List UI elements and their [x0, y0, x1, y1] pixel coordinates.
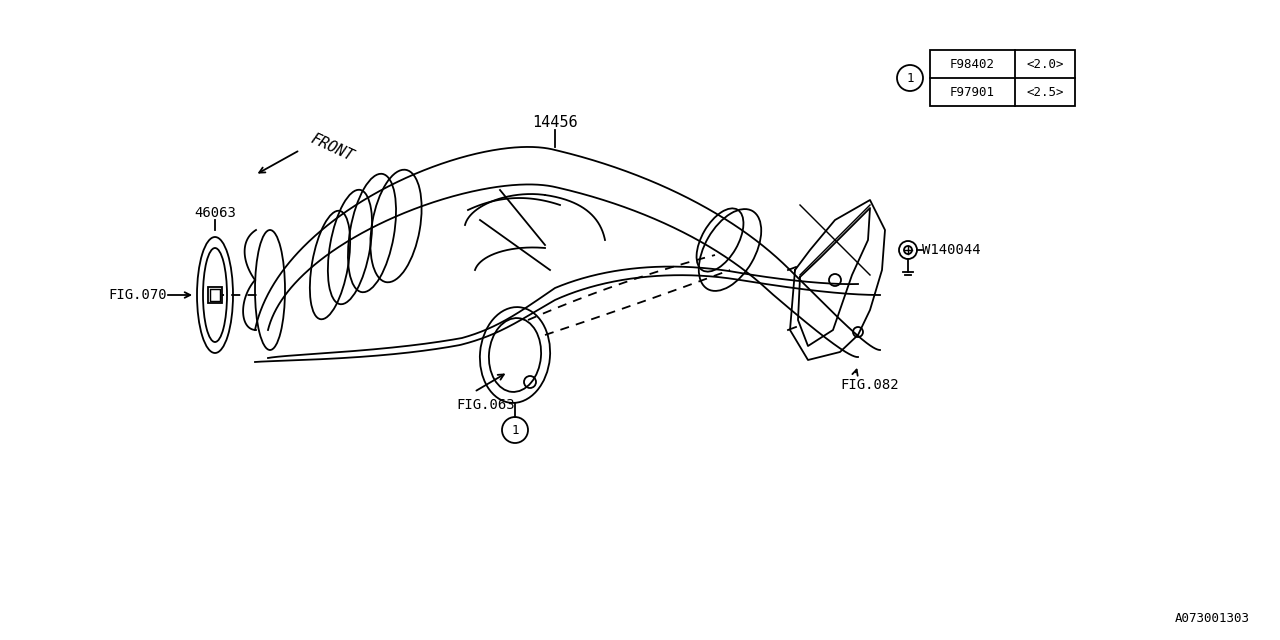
Bar [931, 50, 1075, 106]
Text: F98402: F98402 [950, 58, 995, 70]
Text: FRONT: FRONT [308, 132, 356, 164]
Text: FIG.082: FIG.082 [840, 378, 899, 392]
Text: W140044: W140044 [922, 243, 980, 257]
Text: <2.5>: <2.5> [1027, 86, 1064, 99]
Text: FIG.070: FIG.070 [108, 288, 166, 302]
Text: A073001303: A073001303 [1175, 612, 1251, 625]
Text: <2.0>: <2.0> [1027, 58, 1064, 70]
Text: FIG.063: FIG.063 [456, 398, 515, 412]
Text: F97901: F97901 [950, 86, 995, 99]
Text: 46063: 46063 [195, 206, 236, 220]
Text: 1: 1 [906, 72, 914, 84]
Bar [210, 289, 220, 301]
Bar [209, 287, 221, 303]
Text: 1: 1 [511, 424, 518, 436]
Text: 14456: 14456 [532, 115, 577, 130]
